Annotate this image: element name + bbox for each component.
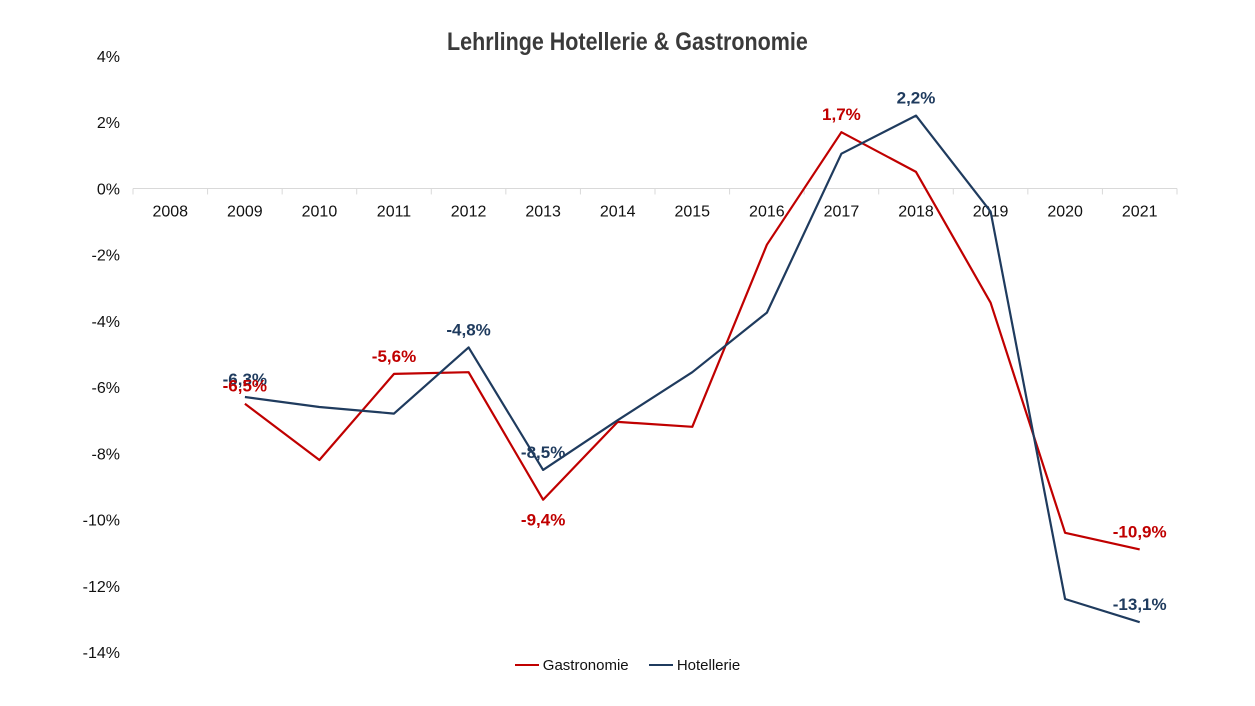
x-tick-label: 2020 bbox=[1047, 203, 1083, 220]
y-tick-label: -6% bbox=[92, 380, 120, 397]
legend-label-gastronomie: Gastronomie bbox=[542, 656, 629, 674]
data-label-gastronomie: 1,7% bbox=[822, 105, 861, 124]
series-line-hotellerie bbox=[244, 114, 1141, 624]
data-label-hotellerie: -4,8% bbox=[446, 320, 490, 339]
x-tick-label: 2009 bbox=[227, 203, 263, 220]
legend: Gastronomie Hotellerie bbox=[0, 653, 1255, 674]
x-tick-label: 2018 bbox=[898, 203, 934, 220]
x-tick-label: 2008 bbox=[152, 203, 188, 220]
y-tick-label: -14% bbox=[83, 645, 120, 662]
legend-label-hotellerie: Hotellerie bbox=[676, 656, 741, 674]
data-label-gastronomie: -5,6% bbox=[372, 347, 416, 366]
data-label-hotellerie: -8,5% bbox=[521, 443, 565, 462]
x-tick-label: 2015 bbox=[674, 203, 710, 220]
data-label-gastronomie: -9,4% bbox=[521, 511, 565, 530]
y-tick-label: -12% bbox=[83, 579, 120, 596]
series-line-gastronomie bbox=[244, 131, 1140, 551]
y-tick-label: -2% bbox=[92, 248, 120, 265]
y-tick-label: -8% bbox=[92, 446, 120, 463]
legend-swatch-hotellerie bbox=[648, 664, 673, 666]
data-label-gastronomie: -10,9% bbox=[1113, 522, 1167, 541]
legend-swatch-gastronomie bbox=[514, 664, 539, 666]
data-label-hotellerie: -6,3% bbox=[223, 370, 267, 389]
x-tick-label: 2011 bbox=[377, 203, 412, 220]
data-label-hotellerie: 2,2% bbox=[897, 89, 936, 108]
y-tick-label: -4% bbox=[92, 314, 120, 331]
chart-title: Lehrlinge Hotellerie & Gastronomie bbox=[447, 28, 808, 56]
y-tick-label: 0% bbox=[97, 181, 120, 198]
legend-item-gastronomie: Gastronomie bbox=[514, 656, 629, 674]
y-tick-label: 2% bbox=[97, 115, 120, 132]
data-label-hotellerie: -13,1% bbox=[1113, 595, 1167, 614]
y-tick-label: -10% bbox=[83, 513, 120, 530]
x-tick-label: 2017 bbox=[824, 203, 860, 220]
x-tick-label: 2014 bbox=[600, 203, 636, 220]
legend-item-hotellerie: Hotellerie bbox=[648, 656, 741, 674]
y-tick-label: 4% bbox=[97, 49, 120, 66]
x-tick-label: 2013 bbox=[525, 203, 561, 220]
x-tick-label: 2016 bbox=[749, 203, 785, 220]
x-tick-label: 2021 bbox=[1122, 203, 1158, 220]
data-label-gastronomie: -6,5% bbox=[223, 377, 267, 396]
x-tick-label: 2010 bbox=[302, 203, 338, 220]
x-tick-label: 2012 bbox=[451, 203, 487, 220]
